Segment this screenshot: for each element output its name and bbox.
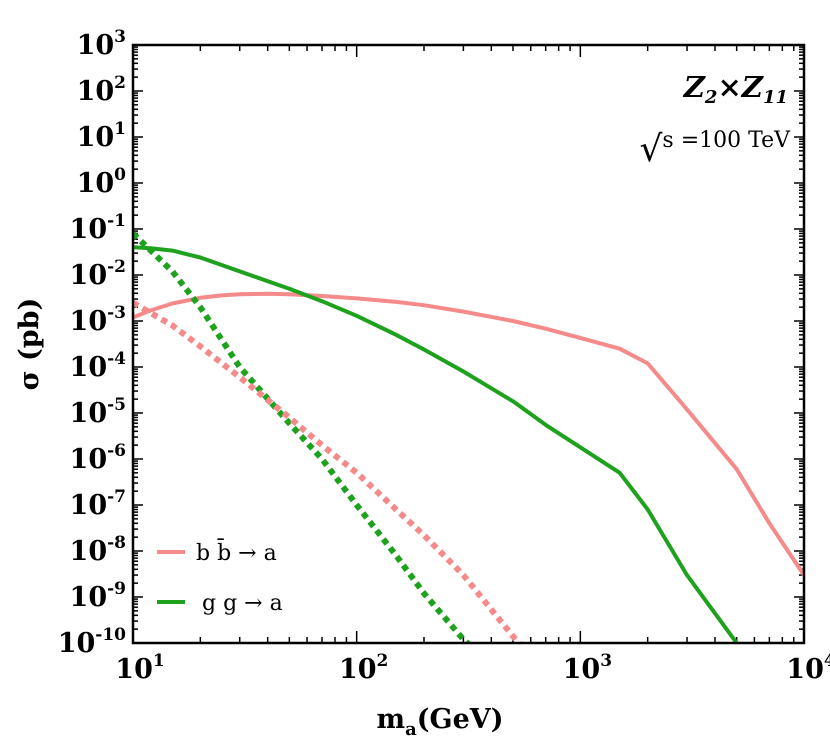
curve-gg-solid bbox=[133, 245, 740, 643]
x-tick-label: 102 bbox=[339, 651, 388, 685]
curve-bb-solid bbox=[133, 291, 804, 577]
x-axis-title: ma(GeV) bbox=[377, 704, 504, 738]
curve-gg-dotted bbox=[133, 231, 472, 643]
y-tick-label: 101 bbox=[77, 119, 126, 153]
x-tick-labels: 101 102 103 104 bbox=[115, 651, 830, 685]
y-tick-label: 10-9 bbox=[70, 579, 126, 613]
y-tick-label: 10-6 bbox=[70, 441, 126, 475]
y-axis-title: σ (pb) bbox=[14, 298, 45, 391]
legend: b b̄ → a g g → a bbox=[157, 538, 283, 616]
x-tick-label: 101 bbox=[115, 651, 164, 685]
x-tick-label: 103 bbox=[563, 651, 612, 685]
y-tick-label: 102 bbox=[77, 73, 126, 107]
model-label: Z2×Z11 bbox=[683, 70, 788, 108]
y-tick-label: 10-3 bbox=[70, 303, 126, 337]
plot-curves bbox=[133, 231, 804, 643]
y-tick-label: 10-5 bbox=[70, 395, 126, 429]
y-tick-label: 10-2 bbox=[70, 257, 126, 291]
y-tick-label: 103 bbox=[77, 27, 126, 61]
curve-bb-dotted bbox=[133, 300, 523, 643]
y-tick-label: 10-4 bbox=[70, 349, 127, 383]
y-tick-label: 10-1 bbox=[70, 211, 126, 245]
x-tick-label: 104 bbox=[786, 651, 830, 685]
y-tick-label: 100 bbox=[77, 165, 127, 199]
plot-frame bbox=[131, 43, 806, 645]
energy-label: √s =100 TeV bbox=[639, 128, 791, 170]
legend-label-bb: b b̄ → a bbox=[196, 538, 277, 566]
legend-label-gg: g g → a bbox=[202, 591, 283, 616]
y-tick-label: 10-10 bbox=[58, 625, 126, 659]
y-tick-label: 10-7 bbox=[70, 487, 126, 521]
y-tick-label: 10-8 bbox=[70, 533, 126, 567]
y-tick-labels: 103 102 101 100 10-1 10-2 10-3 10-4 10-5 10-6 10-7… bbox=[58, 27, 126, 659]
